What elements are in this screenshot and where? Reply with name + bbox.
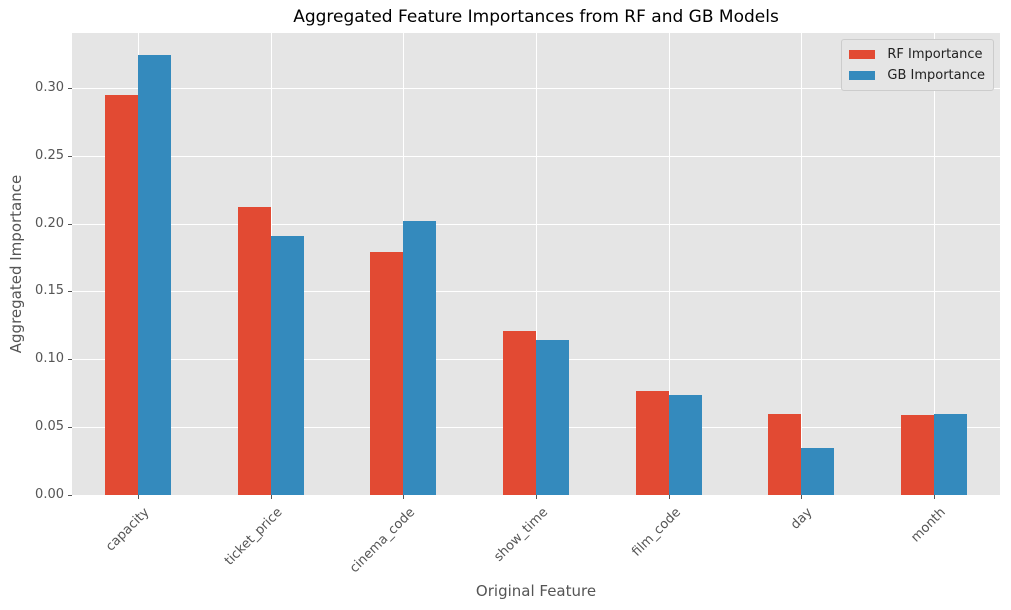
x-tick-mark xyxy=(933,495,935,499)
y-tick-mark xyxy=(68,87,72,89)
y-tick-label: 0.20 xyxy=(35,215,64,231)
gridline-vertical xyxy=(801,33,803,495)
y-tick-label: 0.30 xyxy=(35,79,64,95)
gridline-vertical xyxy=(536,33,537,495)
rf-bar-capacity xyxy=(105,94,139,495)
chart-title: Aggregated Feature Importances from RF a… xyxy=(293,7,779,27)
y-tick-mark xyxy=(68,291,72,293)
y-tick-mark xyxy=(68,223,72,225)
y-tick-label: 0.15 xyxy=(35,283,64,299)
gb-bar-day xyxy=(801,447,835,495)
x-tick-mark xyxy=(668,495,670,499)
y-axis-label: Aggregated Importance xyxy=(7,174,25,354)
gb-bar-ticket-price xyxy=(270,235,304,495)
rf-bar-film-code xyxy=(635,390,669,495)
plot-area xyxy=(72,33,1000,495)
y-tick-label: 0.25 xyxy=(35,147,64,163)
y-tick-mark xyxy=(68,155,72,157)
x-tick-label: cinema_code xyxy=(347,505,419,577)
x-tick-label: film_code xyxy=(628,505,684,560)
legend-item: RF Importance xyxy=(849,44,985,65)
gridline-vertical xyxy=(668,33,670,495)
y-tick-label: 0.00 xyxy=(35,487,64,502)
x-axis-label: Original Feature xyxy=(475,582,597,600)
y-tick-mark xyxy=(68,427,72,429)
gridline-vertical xyxy=(933,33,935,495)
gb-bar-film-code xyxy=(668,394,702,495)
rf-bar-show-time xyxy=(503,330,536,495)
rf-bar-ticket-price xyxy=(237,207,271,495)
rf-bar-month xyxy=(900,414,934,495)
y-tick-mark xyxy=(68,359,72,361)
y-tick-label: 0.10 xyxy=(35,351,64,367)
x-tick-mark xyxy=(138,495,140,499)
gb-bar-show-time xyxy=(536,340,569,495)
legend-swatch xyxy=(849,71,876,80)
rf-bar-day xyxy=(768,413,802,495)
y-tick-label: 0.05 xyxy=(35,419,64,435)
x-tick-label: ticket_price xyxy=(221,505,286,569)
gb-bar-cinema-code xyxy=(403,220,437,495)
gb-bar-capacity xyxy=(138,55,172,495)
legend-swatch xyxy=(849,50,876,59)
x-tick-mark xyxy=(270,495,272,499)
legend-label: GB Importance xyxy=(887,68,985,83)
x-tick-mark xyxy=(801,495,803,499)
rf-bar-cinema-code xyxy=(370,252,404,495)
x-tick-label: capacity xyxy=(103,505,153,555)
x-tick-label: show_time xyxy=(491,505,552,565)
legend-item: GB Importance xyxy=(849,65,985,86)
x-tick-mark xyxy=(403,495,405,499)
legend-label: RF Importance xyxy=(887,47,983,62)
gb-bar-month xyxy=(933,413,967,495)
legend: RF Importance GB Importance xyxy=(841,39,994,91)
x-tick-label: month xyxy=(908,505,949,546)
x-tick-mark xyxy=(536,495,537,499)
y-tick-mark xyxy=(68,495,72,496)
x-tick-label: day xyxy=(788,505,816,533)
